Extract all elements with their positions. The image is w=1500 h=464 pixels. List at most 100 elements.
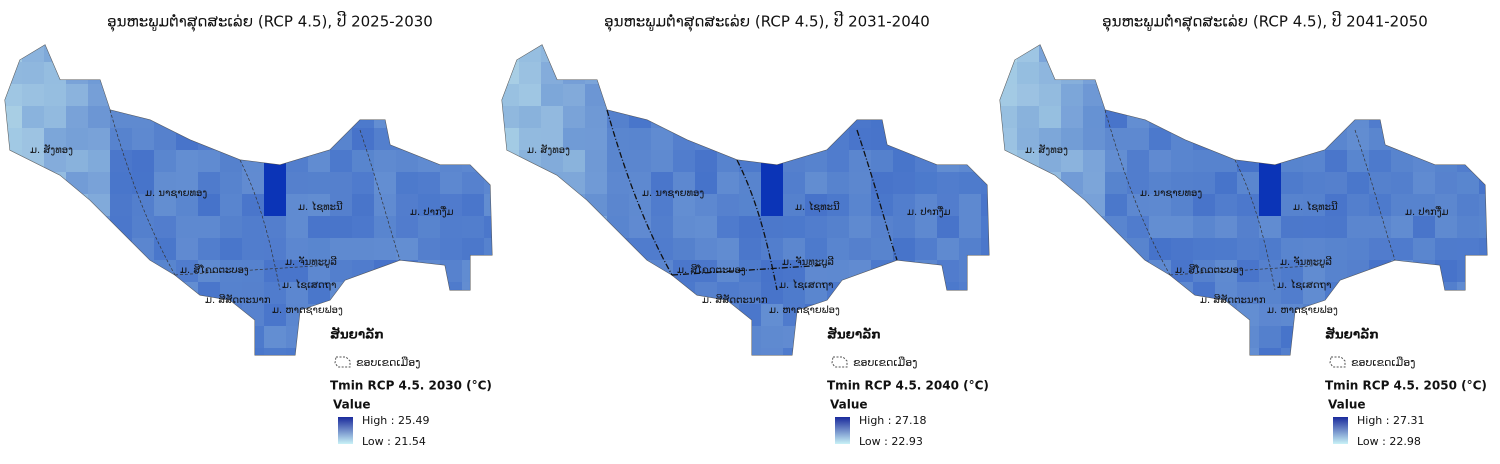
raster-cell [66, 62, 88, 84]
raster-cell [1127, 84, 1149, 106]
raster-cell [374, 150, 396, 172]
raster-cell [937, 84, 959, 106]
raster-cell [717, 172, 739, 194]
raster-cell [502, 172, 519, 194]
raster-cell [1149, 348, 1171, 355]
raster-cell [1479, 304, 1487, 326]
raster-cell [440, 194, 462, 216]
raster-cell [1237, 326, 1259, 348]
raster-cell [937, 150, 959, 172]
raster-cell [264, 304, 286, 326]
raster-cell [132, 172, 154, 194]
raster-cell [110, 106, 132, 128]
raster-cell [484, 45, 492, 62]
raster-cell [1259, 84, 1281, 106]
raster-cell [308, 348, 330, 355]
raster-cell [1347, 216, 1369, 238]
raster-cell [1083, 84, 1105, 106]
raster-cell [1171, 348, 1193, 355]
raster-cell [1215, 282, 1237, 304]
raster-cell [1479, 172, 1487, 194]
raster-cell [44, 128, 66, 150]
raster-cell [132, 128, 154, 150]
raster-cell [502, 45, 519, 62]
raster-cell [440, 238, 462, 260]
raster-cell [1237, 62, 1259, 84]
raster-cell [937, 260, 959, 282]
raster-cell [871, 128, 893, 150]
raster-cell [242, 172, 264, 194]
raster-cell [242, 216, 264, 238]
raster-cell [519, 348, 541, 355]
raster-cell [1105, 128, 1127, 150]
raster-cell [22, 238, 44, 260]
raster-cell [1391, 282, 1413, 304]
raster-cell [5, 238, 22, 260]
raster-cell [1171, 282, 1193, 304]
raster-cell [1259, 326, 1281, 348]
raster-cell [915, 84, 937, 106]
raster-cell [585, 216, 607, 238]
district-label: ມ. ສີໂຄດຕະບອງ [180, 263, 249, 276]
raster-cell [1127, 106, 1149, 128]
raster-cell [1281, 106, 1303, 128]
raster-cell [1369, 238, 1391, 260]
raster-cell [1039, 45, 1061, 62]
raster-cell [1281, 260, 1303, 282]
raster-cell [1149, 216, 1171, 238]
raster-cell [330, 260, 352, 282]
raster-cell [607, 45, 629, 62]
raster-cell [607, 348, 629, 355]
legend-low: Low : 21.54 [362, 435, 426, 448]
raster-cell [1259, 150, 1281, 172]
raster-cell [937, 304, 959, 326]
raster-cell [264, 326, 286, 348]
raster-cell [502, 304, 519, 326]
raster-cell [22, 172, 44, 194]
raster-cell [154, 150, 176, 172]
raster-cell [5, 62, 22, 84]
raster-cell [1457, 282, 1479, 304]
raster-cell [286, 62, 308, 84]
raster-cell [1127, 194, 1149, 216]
raster-cell [1105, 106, 1127, 128]
raster-cell [981, 260, 989, 282]
raster-cell [783, 150, 805, 172]
raster-cell [783, 216, 805, 238]
raster-cell [1325, 194, 1347, 216]
raster-cell [1039, 150, 1061, 172]
raster-cell [1017, 128, 1039, 150]
raster-cell [264, 106, 286, 128]
raster-cell [805, 172, 827, 194]
raster-cell [915, 326, 937, 348]
raster-cell [1369, 194, 1391, 216]
raster-cell [1347, 304, 1369, 326]
raster-cell [5, 282, 22, 304]
raster-cell [1237, 128, 1259, 150]
raster-cell [1281, 84, 1303, 106]
raster-cell [739, 150, 761, 172]
raster-cell [1413, 84, 1435, 106]
raster-cell [1149, 84, 1171, 106]
raster-cell [198, 194, 220, 216]
raster-cell [519, 238, 541, 260]
raster-cell [959, 216, 981, 238]
raster-cell [1325, 45, 1347, 62]
raster-cell [1325, 238, 1347, 260]
raster-cell [1457, 62, 1479, 84]
raster-cell [352, 84, 374, 106]
raster-cell [673, 260, 695, 282]
raster-cell [805, 282, 827, 304]
raster-cell [1303, 348, 1325, 355]
raster-cell [1149, 260, 1171, 282]
raster-cell [330, 238, 352, 260]
raster-cell [88, 216, 110, 238]
raster-cell [695, 348, 717, 355]
raster-cell [264, 282, 286, 304]
raster-cell [1039, 348, 1061, 355]
raster-cell [761, 348, 783, 355]
raster-cell [1435, 128, 1457, 150]
raster-cell [264, 45, 286, 62]
raster-cell [264, 150, 286, 172]
raster-cell [1149, 194, 1171, 216]
